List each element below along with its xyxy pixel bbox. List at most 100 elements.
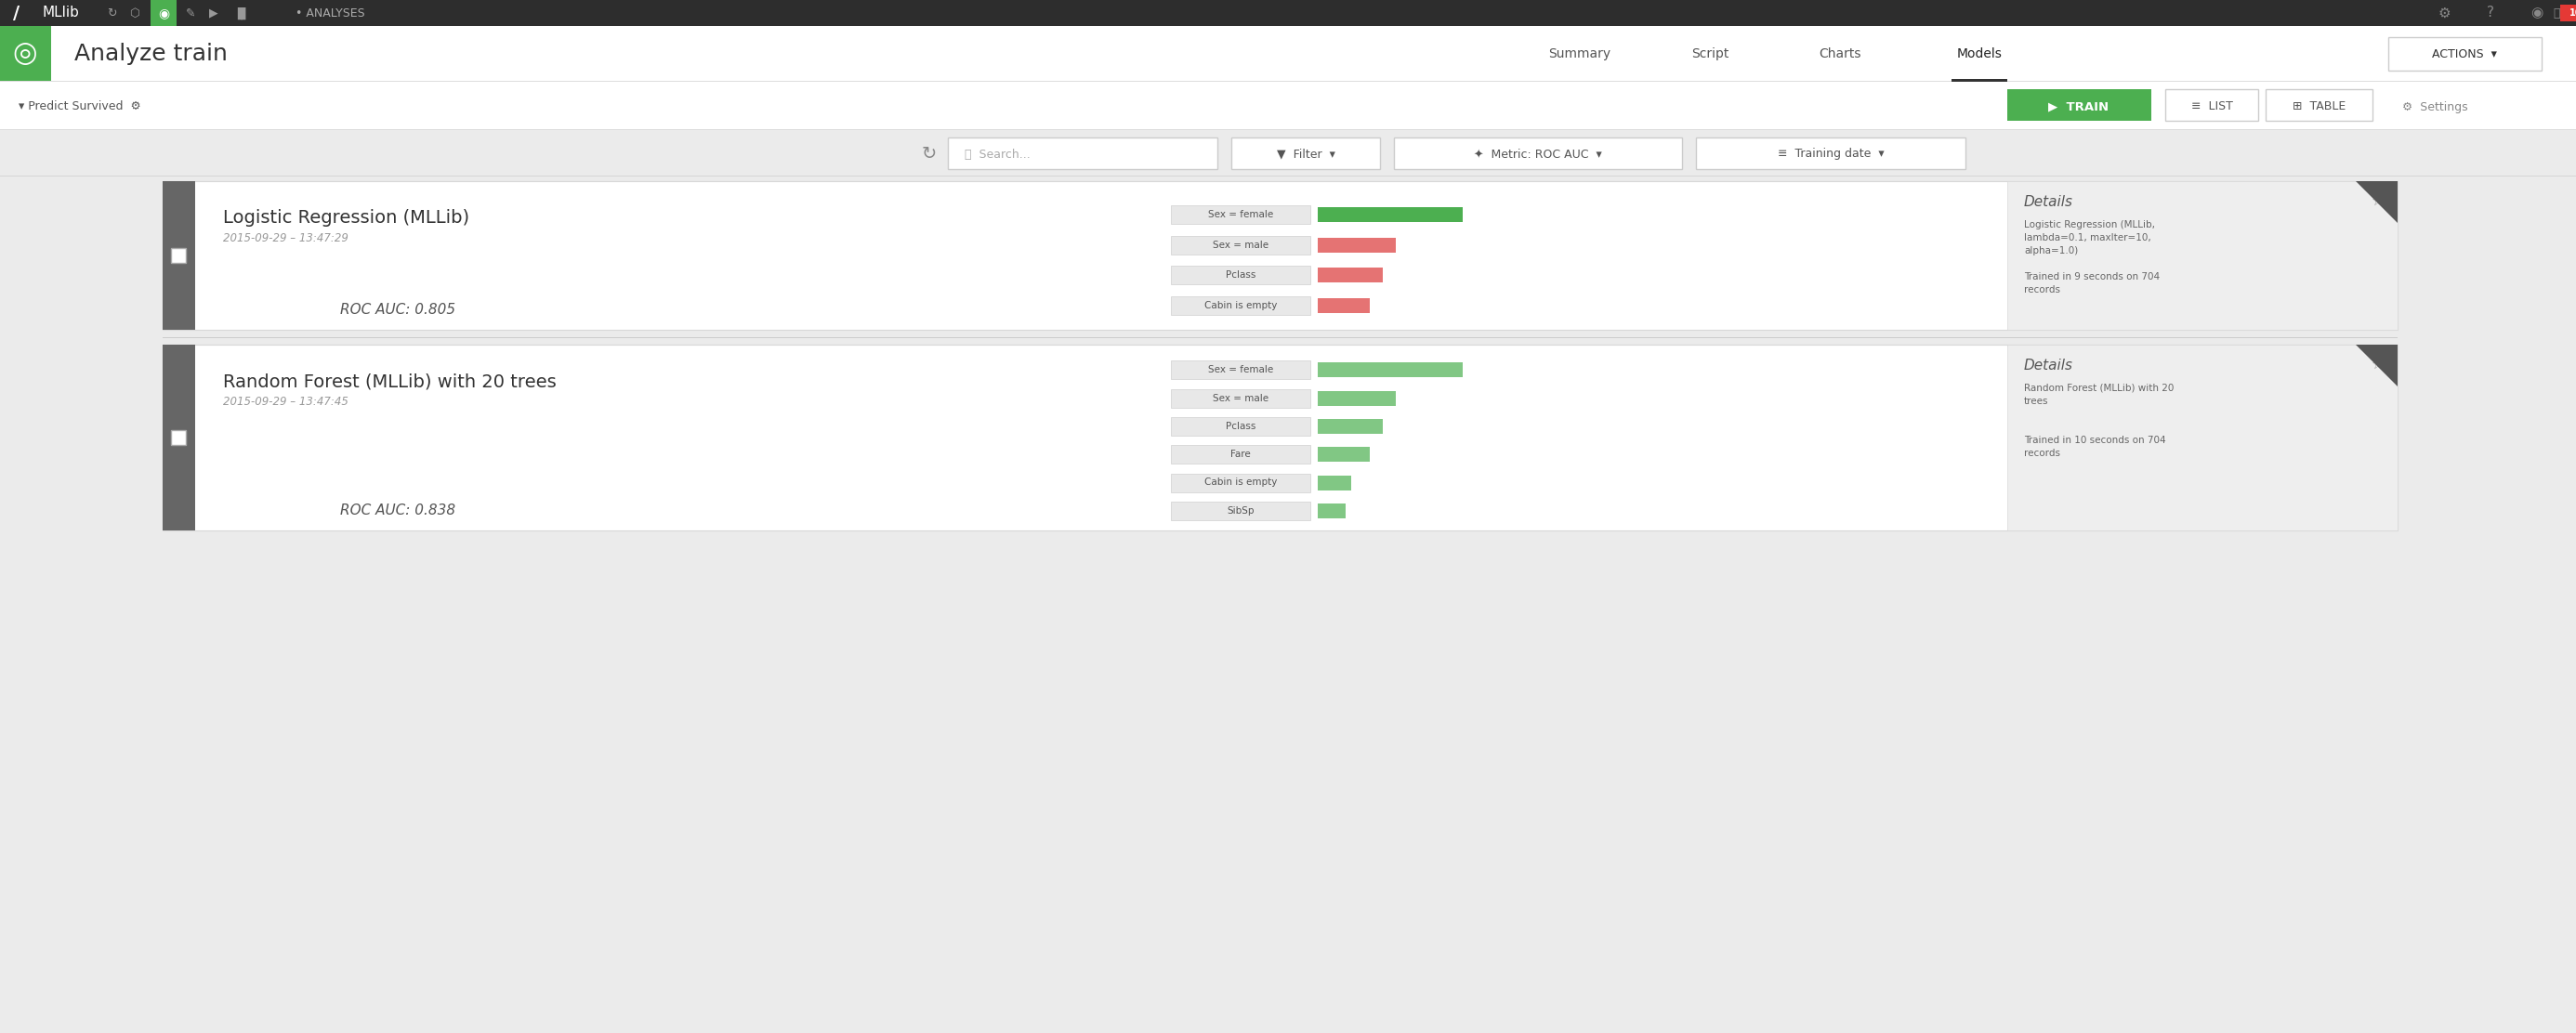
Text: alpha=1.0): alpha=1.0) bbox=[2025, 246, 2079, 255]
Bar bbox=[170, 248, 185, 262]
Text: • ANALYSES: • ANALYSES bbox=[296, 7, 366, 19]
Text: 2015-09-29 – 13:47:29: 2015-09-29 – 13:47:29 bbox=[224, 232, 348, 245]
Text: lambda=0.1, maxIter=10,: lambda=0.1, maxIter=10, bbox=[2025, 233, 2151, 243]
Text: Details: Details bbox=[2025, 194, 2074, 209]
Bar bbox=[0, 130, 2576, 177]
Text: ⊙: ⊙ bbox=[157, 7, 167, 19]
Bar bbox=[0, 82, 2576, 130]
Text: 10: 10 bbox=[2571, 8, 2576, 18]
Text: ≡  Training date  ▾: ≡ Training date ▾ bbox=[1777, 148, 1883, 160]
Text: ?: ? bbox=[2486, 6, 2494, 20]
Text: Trained in 9 seconds on 704: Trained in 9 seconds on 704 bbox=[2025, 272, 2159, 281]
Text: ◎: ◎ bbox=[13, 40, 39, 67]
Text: ↻: ↻ bbox=[922, 145, 938, 162]
Text: ⚙  Settings: ⚙ Settings bbox=[2403, 101, 2468, 113]
Text: ✎: ✎ bbox=[185, 7, 196, 19]
Text: MLlib: MLlib bbox=[41, 6, 80, 20]
Text: Random Forest (MLLib) with 20 trees: Random Forest (MLLib) with 20 trees bbox=[224, 373, 556, 390]
Text: Details: Details bbox=[2025, 358, 2074, 372]
Text: ▶: ▶ bbox=[209, 7, 219, 19]
Text: Charts: Charts bbox=[1819, 48, 1860, 60]
Bar bbox=[1172, 473, 1311, 492]
Text: 🔍: 🔍 bbox=[2553, 7, 2561, 19]
Text: Pclass: Pclass bbox=[1226, 421, 1255, 431]
Bar bbox=[1172, 206, 1311, 224]
Text: ◉: ◉ bbox=[2530, 6, 2543, 20]
Bar bbox=[1319, 503, 1345, 519]
Bar bbox=[1231, 137, 1381, 169]
Bar bbox=[1319, 298, 1370, 313]
Text: trees: trees bbox=[2025, 397, 2048, 406]
Text: ≡  LIST: ≡ LIST bbox=[2190, 101, 2233, 113]
Bar bbox=[948, 137, 1218, 169]
Text: Cabin is empty: Cabin is empty bbox=[1203, 301, 1278, 310]
Bar bbox=[1319, 418, 1383, 434]
Polygon shape bbox=[2357, 181, 2398, 223]
Text: records: records bbox=[2025, 285, 2061, 294]
Text: ROC AUC: 0.805: ROC AUC: 0.805 bbox=[340, 303, 456, 316]
Bar bbox=[1172, 417, 1311, 436]
Text: Sex = male: Sex = male bbox=[1213, 241, 1267, 250]
Text: ▐▌: ▐▌ bbox=[232, 7, 250, 20]
Text: ◉: ◉ bbox=[157, 6, 170, 20]
Bar bbox=[1319, 208, 1463, 222]
Bar bbox=[1172, 388, 1311, 407]
Bar bbox=[2267, 89, 2372, 121]
Bar bbox=[1319, 268, 1383, 283]
Bar bbox=[2166, 89, 2259, 121]
Bar bbox=[170, 430, 185, 445]
Text: Sex = female: Sex = female bbox=[1208, 366, 1273, 375]
Bar bbox=[149, 0, 178, 26]
Bar bbox=[162, 345, 2398, 530]
Bar bbox=[1953, 79, 2007, 82]
Text: ▾ Predict Survived  ⚙: ▾ Predict Survived ⚙ bbox=[18, 100, 142, 112]
Bar bbox=[1172, 236, 1311, 254]
Bar bbox=[1319, 238, 1396, 252]
Text: ▼  Filter  ▾: ▼ Filter ▾ bbox=[1278, 148, 1334, 160]
Text: Logistic Regression (MLLib): Logistic Regression (MLLib) bbox=[224, 210, 469, 227]
Bar bbox=[2007, 345, 2398, 530]
Bar bbox=[1319, 475, 1352, 490]
Bar bbox=[162, 345, 196, 530]
Text: Cabin is empty: Cabin is empty bbox=[1203, 478, 1278, 488]
Text: Random Forest (MLLib) with 20: Random Forest (MLLib) with 20 bbox=[2025, 383, 2174, 393]
Text: Sex = male: Sex = male bbox=[1213, 394, 1267, 403]
Bar bbox=[1172, 361, 1311, 379]
Text: ⊞  TABLE: ⊞ TABLE bbox=[2293, 101, 2347, 113]
Text: ✦  Metric: ROC AUC  ▾: ✦ Metric: ROC AUC ▾ bbox=[1473, 148, 1602, 160]
Bar bbox=[0, 177, 2576, 1033]
Bar bbox=[1319, 363, 1463, 377]
Text: Summary: Summary bbox=[1548, 48, 1610, 60]
Bar bbox=[2561, 4, 2576, 22]
Text: ▶  TRAIN: ▶ TRAIN bbox=[2048, 101, 2110, 113]
Text: ↻: ↻ bbox=[106, 7, 116, 19]
Text: ⬡: ⬡ bbox=[129, 7, 139, 19]
Polygon shape bbox=[2357, 345, 2398, 386]
Bar bbox=[1172, 265, 1311, 284]
Text: Logistic Regression (MLLib,: Logistic Regression (MLLib, bbox=[2025, 220, 2156, 229]
Bar bbox=[1319, 447, 1370, 462]
Text: Script: Script bbox=[1690, 48, 1728, 60]
Bar bbox=[2388, 37, 2543, 70]
Bar bbox=[1172, 501, 1311, 520]
Bar bbox=[0, 26, 2576, 82]
Text: ROC AUC: 0.838: ROC AUC: 0.838 bbox=[340, 503, 456, 516]
Bar bbox=[1172, 296, 1311, 315]
Text: Fare: Fare bbox=[1231, 449, 1252, 459]
Bar bbox=[2007, 89, 2151, 121]
Bar bbox=[162, 181, 196, 330]
Bar bbox=[162, 181, 2398, 330]
Text: ACTIONS  ▾: ACTIONS ▾ bbox=[2432, 48, 2496, 60]
Text: ☆: ☆ bbox=[2370, 358, 2383, 372]
Text: Pclass: Pclass bbox=[1226, 271, 1255, 280]
Text: Trained in 10 seconds on 704: Trained in 10 seconds on 704 bbox=[2025, 436, 2166, 445]
Text: 🔍  Search...: 🔍 Search... bbox=[963, 148, 1030, 160]
Text: 2015-09-29 – 13:47:45: 2015-09-29 – 13:47:45 bbox=[224, 397, 348, 408]
Bar bbox=[0, 26, 52, 82]
Bar bbox=[1319, 390, 1396, 406]
Bar bbox=[1695, 137, 1965, 169]
Text: ⚙: ⚙ bbox=[2437, 6, 2450, 20]
Text: Models: Models bbox=[1958, 48, 2002, 60]
Text: Sex = female: Sex = female bbox=[1208, 210, 1273, 219]
Bar bbox=[1394, 137, 1682, 169]
